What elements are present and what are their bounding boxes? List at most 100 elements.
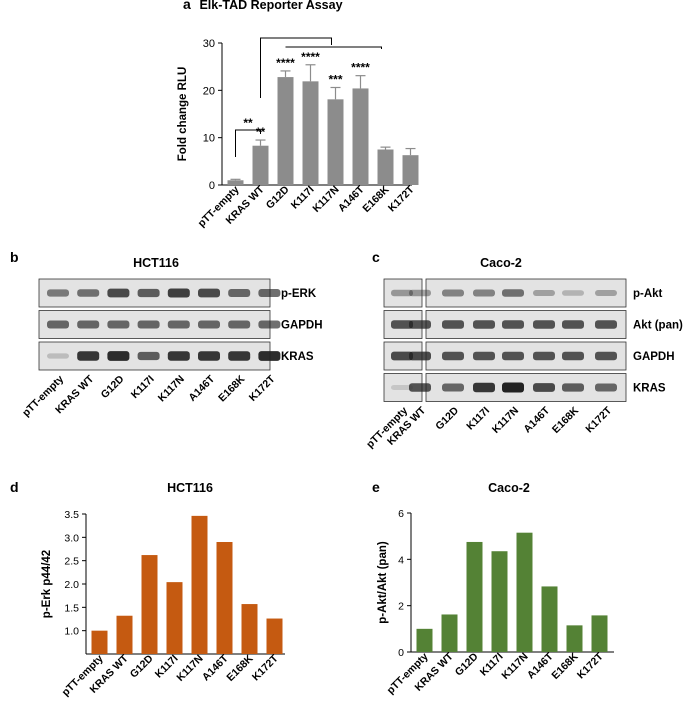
- blot-band-c: [473, 320, 495, 329]
- blot-band-c: [473, 382, 495, 393]
- blot-strip-c: [383, 373, 423, 402]
- blot-band-b: [137, 288, 160, 298]
- blot-row-label-c: KRAS: [633, 383, 666, 395]
- blot-band-c: [442, 351, 464, 361]
- significance-label-a: ****: [351, 61, 370, 75]
- blot-band-c: [562, 320, 584, 329]
- blot-band-c: [391, 289, 413, 297]
- x-tick-label-d: E168K: [224, 652, 255, 683]
- blot-band-c: [391, 351, 413, 361]
- bar-e-pTT-empty: [416, 628, 433, 652]
- chart-title-d: HCT116: [167, 481, 213, 495]
- x-tick-label-a: G12D: [264, 183, 292, 211]
- x-tick-label-a: A146T: [336, 183, 367, 214]
- blot-band-b: [198, 288, 220, 298]
- blot-band-c: [595, 289, 617, 297]
- panel-label-e: e: [372, 479, 380, 495]
- chart-title-a: Elk-TAD Reporter Assay: [199, 0, 342, 12]
- blot-band-c: [502, 320, 524, 329]
- blot-strip-c: [383, 278, 423, 308]
- blot-lane-label-c: G12D: [433, 404, 461, 432]
- blot-band-b: [258, 320, 281, 329]
- blot-band-b: [258, 289, 281, 297]
- y-tick-label-e: 4: [398, 554, 404, 566]
- panel-label-c: c: [372, 249, 380, 265]
- blot-band-c: [473, 351, 495, 361]
- blot-band-c: [409, 320, 431, 329]
- blot-lane-label-b: A146T: [186, 373, 217, 404]
- blot-band-c: [409, 351, 431, 361]
- blot-band-b: [137, 351, 160, 361]
- significance-label-a: ****: [276, 56, 295, 70]
- blot-band-b: [77, 351, 100, 361]
- x-tick-label-d: K172T: [250, 652, 281, 683]
- blot-lane-label-c: E168K: [550, 404, 581, 435]
- bar-a-K117I: [302, 81, 319, 185]
- blot-lane-label-b: K172T: [247, 373, 278, 404]
- blot-lane-label-b: G12D: [99, 373, 127, 401]
- comparison-bracket-wt: [235, 129, 261, 157]
- y-axis-label-a: Fold change RLU: [177, 67, 189, 162]
- bar-d-K172T: [266, 618, 283, 654]
- bar-e-K117N: [516, 532, 533, 652]
- blot-lane-label-c: K172T: [583, 404, 614, 435]
- blot-band-c: [595, 383, 617, 392]
- significance-label-a: ****: [301, 50, 320, 64]
- blot-band-c: [562, 290, 584, 296]
- bar-a-KRAS WT: [252, 145, 269, 185]
- blot-row-label-b: GAPDH: [281, 320, 323, 332]
- y-tick-label-e: 0: [398, 647, 404, 659]
- bar-a-G12D: [277, 77, 294, 185]
- y-axis-label-d: p-Erk p44/42: [41, 550, 53, 618]
- blot-band-c: [533, 351, 555, 361]
- bar-d-KRAS WT: [116, 615, 133, 654]
- blot-band-c: [533, 289, 555, 297]
- y-tick-label-d: 2.5: [64, 556, 79, 568]
- blot-title-b: HCT116: [133, 256, 179, 270]
- blot-row-label-c: GAPDH: [633, 351, 675, 363]
- x-tick-label-d: G12D: [128, 652, 156, 680]
- y-tick-label-e: 6: [398, 508, 404, 520]
- y-tick-label-d: 3.5: [64, 509, 79, 521]
- bar-d-A146T: [216, 542, 233, 654]
- blot-band-c: [391, 385, 413, 390]
- blot-row-label-c: Akt (pan): [633, 320, 683, 332]
- x-tick-label-e: K117N: [499, 651, 530, 682]
- y-tick-label-a: 10: [203, 133, 215, 145]
- blot-band-b: [228, 289, 251, 297]
- blot-lane-label-c: K117I: [464, 405, 492, 433]
- bar-d-E168K: [241, 604, 258, 654]
- blot-band-c: [595, 320, 617, 329]
- bar-e-K117I: [491, 551, 508, 652]
- blot-band-b: [167, 320, 190, 329]
- bar-e-K172T: [591, 615, 608, 652]
- x-tick-label-a: K172T: [386, 183, 417, 214]
- panel-label-b: b: [10, 249, 19, 265]
- blot-band-b: [47, 353, 69, 359]
- panel-label-d: d: [10, 479, 19, 495]
- x-tick-label-e: E168K: [549, 650, 580, 681]
- comparison-bracket-line: [285, 46, 382, 49]
- panel-label-a: a: [183, 0, 191, 12]
- blot-band-c: [502, 382, 524, 393]
- y-tick-label-a: 0: [209, 180, 215, 192]
- y-tick-label-a: 30: [203, 38, 215, 50]
- blot-band-c: [473, 289, 495, 297]
- blot-band-b: [198, 351, 220, 361]
- comparison-bracket-mutants: [260, 37, 332, 98]
- x-tick-label-e: K172T: [575, 650, 606, 681]
- bar-e-A146T: [541, 586, 558, 652]
- blot-band-b: [167, 288, 190, 298]
- blot-band-b: [258, 351, 281, 361]
- bar-a-E168K: [377, 149, 394, 185]
- blot-band-b: [137, 320, 160, 329]
- blot-band-c: [533, 320, 555, 329]
- blot-band-c: [391, 320, 413, 329]
- x-tick-label-e: G12D: [453, 650, 481, 678]
- y-tick-label-d: 3.0: [64, 532, 79, 544]
- blot-band-c: [562, 383, 584, 392]
- blot-band-b: [107, 351, 130, 361]
